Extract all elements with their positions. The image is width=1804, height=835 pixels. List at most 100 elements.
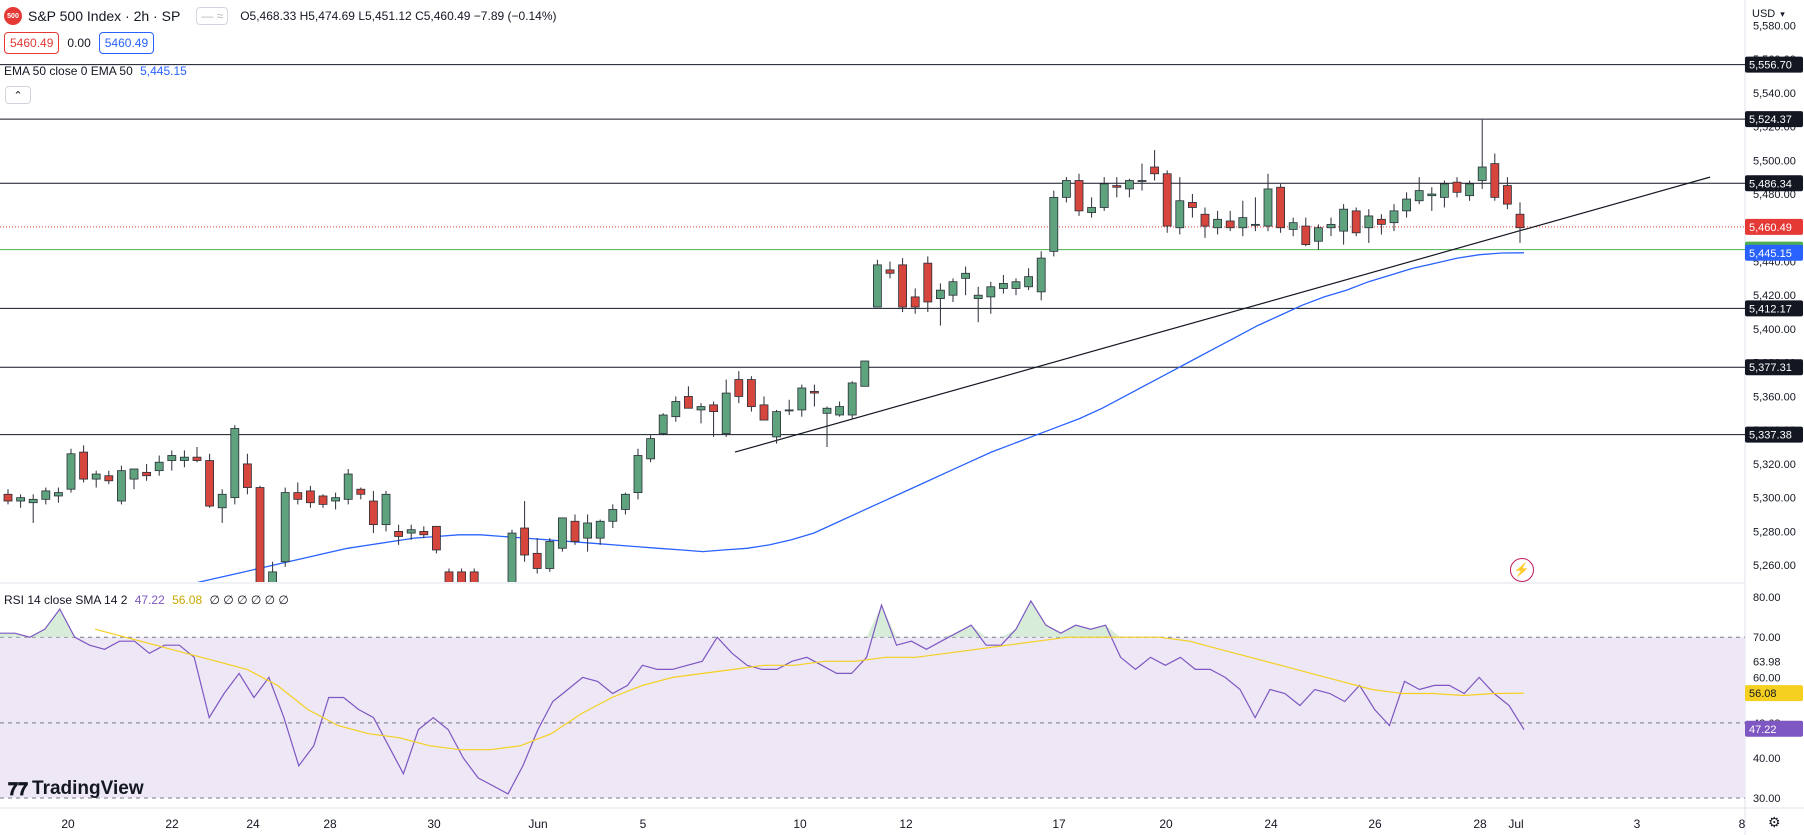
candle-up[interactable] bbox=[1263, 188, 1273, 227]
candle-down[interactable] bbox=[104, 475, 114, 482]
candle-down[interactable] bbox=[1074, 180, 1084, 212]
candle-up[interactable] bbox=[633, 455, 643, 493]
candle-down[interactable] bbox=[242, 463, 252, 488]
candle-up[interactable] bbox=[66, 453, 76, 490]
candle-up[interactable] bbox=[483, 592, 491, 593]
candle-up[interactable] bbox=[835, 406, 844, 416]
candle-up[interactable] bbox=[1238, 217, 1248, 229]
candle-up[interactable] bbox=[797, 387, 807, 411]
candle-down[interactable] bbox=[1503, 185, 1512, 205]
candle-down[interactable] bbox=[293, 492, 303, 500]
compare-icon[interactable]: — ≈ bbox=[196, 7, 229, 25]
candle-down[interactable] bbox=[759, 404, 769, 421]
candle-up[interactable] bbox=[507, 532, 517, 592]
candle-up[interactable] bbox=[117, 470, 126, 502]
candle-up[interactable] bbox=[1137, 180, 1147, 182]
candle-up[interactable] bbox=[1251, 223, 1260, 226]
candle-up[interactable] bbox=[91, 473, 101, 480]
candle-down[interactable] bbox=[1351, 210, 1361, 234]
candle-up[interactable] bbox=[784, 409, 794, 412]
candle-up[interactable] bbox=[129, 468, 139, 480]
candle-up[interactable] bbox=[230, 428, 240, 499]
candle-up[interactable] bbox=[671, 401, 681, 418]
candle-down[interactable] bbox=[570, 520, 580, 542]
candle-down[interactable] bbox=[1188, 202, 1197, 208]
candle-down[interactable] bbox=[469, 571, 479, 592]
candle-up[interactable] bbox=[961, 272, 970, 279]
candle-down[interactable] bbox=[910, 296, 920, 308]
candle-up[interactable] bbox=[822, 407, 832, 414]
candle-down[interactable] bbox=[318, 495, 328, 505]
candle-up[interactable] bbox=[495, 594, 503, 596]
candle-up[interactable] bbox=[280, 492, 290, 563]
candle-up[interactable] bbox=[621, 493, 630, 510]
candle-down[interactable] bbox=[255, 487, 265, 589]
candle-up[interactable] bbox=[1125, 180, 1134, 190]
candle-up[interactable] bbox=[16, 497, 26, 502]
candle-up[interactable] bbox=[1062, 180, 1071, 198]
candle-up[interactable] bbox=[154, 461, 164, 472]
candle-down[interactable] bbox=[1112, 185, 1122, 188]
candle-up[interactable] bbox=[1339, 208, 1348, 232]
candle-up[interactable] bbox=[1099, 183, 1109, 208]
candle-up[interactable] bbox=[658, 414, 668, 434]
candle-up[interactable] bbox=[381, 493, 391, 526]
candle-down[interactable] bbox=[684, 396, 693, 409]
trendline[interactable] bbox=[734, 176, 1711, 453]
candle-up[interactable] bbox=[986, 286, 996, 298]
candle-down[interactable] bbox=[356, 488, 366, 495]
candle-down[interactable] bbox=[520, 527, 529, 556]
candle-up[interactable] bbox=[41, 490, 51, 500]
candle-up[interactable] bbox=[1288, 222, 1298, 230]
candle-down[interactable] bbox=[142, 471, 152, 477]
currency-button[interactable]: USD ▾ bbox=[1752, 8, 1785, 20]
candle-up[interactable] bbox=[558, 517, 567, 549]
candle-up[interactable] bbox=[1414, 190, 1424, 202]
ema-legend[interactable]: EMA 50 close 0 EMA 50 5,445.15 bbox=[4, 64, 187, 78]
candle-down[interactable] bbox=[1200, 213, 1210, 227]
candle-down[interactable] bbox=[1276, 186, 1285, 229]
candle-down[interactable] bbox=[709, 404, 718, 413]
candle-down[interactable] bbox=[923, 262, 933, 303]
candle-up[interactable] bbox=[847, 382, 857, 416]
candle-up[interactable] bbox=[1049, 196, 1059, 252]
candle-down[interactable] bbox=[431, 525, 441, 551]
candle-down[interactable] bbox=[419, 530, 429, 536]
tradingview-logo[interactable]: 𝟕𝟕 TradingView bbox=[8, 778, 144, 800]
candle-down[interactable] bbox=[1515, 213, 1525, 229]
candle-down[interactable] bbox=[305, 490, 315, 504]
candle-down[interactable] bbox=[205, 460, 215, 507]
candle-up[interactable] bbox=[1477, 166, 1487, 181]
candle-up[interactable] bbox=[1024, 276, 1033, 288]
candle-down[interactable] bbox=[1377, 218, 1386, 225]
candle-down[interactable] bbox=[532, 552, 542, 569]
candle-up[interactable] bbox=[1087, 207, 1096, 213]
candle-up[interactable] bbox=[1326, 223, 1336, 229]
candle-up[interactable] bbox=[406, 529, 416, 534]
candle-down[interactable] bbox=[810, 390, 819, 394]
candle-up[interactable] bbox=[948, 281, 958, 296]
candle-up[interactable] bbox=[1364, 215, 1374, 229]
candle-up[interactable] bbox=[179, 456, 189, 461]
rsi-legend[interactable]: RSI 14 close SMA 14 2 47.22 56.08 ∅ ∅ ∅ … bbox=[4, 593, 289, 607]
candle-up[interactable] bbox=[1427, 193, 1437, 197]
candle-up[interactable] bbox=[331, 497, 341, 502]
candle-up[interactable] bbox=[608, 509, 618, 522]
candle-up[interactable] bbox=[343, 473, 353, 500]
candle-up[interactable] bbox=[772, 411, 781, 438]
candle-up[interactable] bbox=[1465, 183, 1474, 197]
candle-up[interactable] bbox=[583, 522, 592, 539]
candle-up[interactable] bbox=[1175, 200, 1185, 229]
candle-up[interactable] bbox=[54, 492, 63, 497]
chevron-up-icon[interactable]: ⌃ bbox=[5, 86, 31, 104]
flash-icon[interactable]: ⚡ bbox=[1510, 558, 1534, 582]
candle-down[interactable] bbox=[1452, 181, 1462, 193]
buy-button[interactable]: 5460.49 bbox=[98, 32, 155, 54]
ema-line[interactable] bbox=[170, 252, 1525, 589]
candle-up[interactable] bbox=[646, 438, 655, 460]
candle-down[interactable] bbox=[898, 264, 907, 308]
candle-up[interactable] bbox=[721, 392, 731, 434]
candle-up[interactable] bbox=[28, 498, 38, 504]
candle-down[interactable] bbox=[1150, 166, 1159, 175]
candle-up[interactable] bbox=[1314, 227, 1323, 242]
